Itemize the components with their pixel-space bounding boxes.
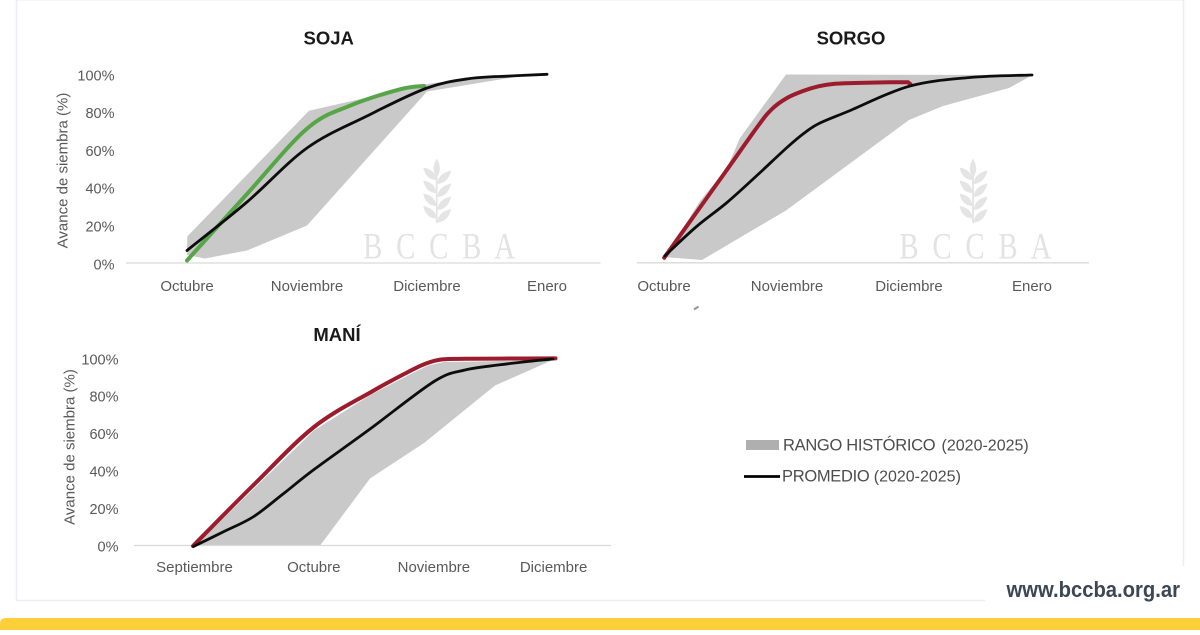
svg-text:C: C	[932, 226, 951, 267]
svg-text:Octubre: Octubre	[637, 278, 690, 295]
svg-text:80%: 80%	[89, 390, 118, 406]
svg-text:B: B	[899, 226, 918, 267]
svg-text:Avance de siembra (%): Avance de siembra (%)	[62, 369, 79, 525]
svg-text:Octubre: Octubre	[287, 559, 340, 576]
svg-text:100%: 100%	[77, 68, 114, 84]
svg-text:0%: 0%	[94, 257, 115, 273]
svg-text:MANÍ: MANÍ	[313, 324, 361, 345]
svg-text:B: B	[462, 226, 481, 267]
svg-text:C: C	[429, 226, 448, 267]
svg-text:100%: 100%	[81, 352, 118, 368]
svg-text:www.bccba.org.ar: www.bccba.org.ar	[1006, 578, 1180, 602]
svg-text:60%: 60%	[89, 427, 118, 443]
svg-text:Diciembre: Diciembre	[875, 278, 943, 295]
svg-text:20%: 20%	[89, 502, 118, 518]
svg-text:Enero: Enero	[527, 278, 567, 295]
svg-text:40%: 40%	[85, 182, 114, 198]
svg-text:RANGO HISTÓRICO (2020-2025): RANGO HISTÓRICO (2020-2025)	[783, 435, 1029, 454]
svg-text:A: A	[1031, 226, 1052, 267]
svg-text:Avance de siembra (%): Avance de siembra (%)	[55, 93, 72, 249]
svg-text:PROMEDIO (2020-2025): PROMEDIO (2020-2025)	[782, 467, 961, 485]
svg-text:60%: 60%	[85, 144, 114, 160]
svg-text:0%: 0%	[98, 539, 119, 555]
svg-text:B: B	[363, 226, 382, 267]
svg-text:Diciembre: Diciembre	[393, 278, 461, 295]
svg-text:20%: 20%	[85, 220, 114, 236]
svg-text:B: B	[998, 226, 1017, 267]
svg-text:40%: 40%	[89, 465, 118, 481]
svg-text:SOJA: SOJA	[304, 28, 354, 49]
svg-text:Diciembre: Diciembre	[520, 559, 588, 576]
svg-text:Septiembre: Septiembre	[156, 559, 233, 576]
svg-text:Noviembre: Noviembre	[751, 278, 824, 295]
svg-text:Noviembre: Noviembre	[271, 278, 344, 295]
svg-text:A: A	[494, 226, 515, 267]
svg-text:C: C	[396, 226, 415, 267]
svg-text:Enero: Enero	[1012, 278, 1052, 295]
svg-text:80%: 80%	[85, 106, 114, 122]
svg-text:Noviembre: Noviembre	[398, 559, 471, 576]
svg-text:C: C	[965, 226, 984, 267]
svg-text:SORGO: SORGO	[817, 28, 886, 49]
svg-text:Octubre: Octubre	[160, 278, 213, 295]
